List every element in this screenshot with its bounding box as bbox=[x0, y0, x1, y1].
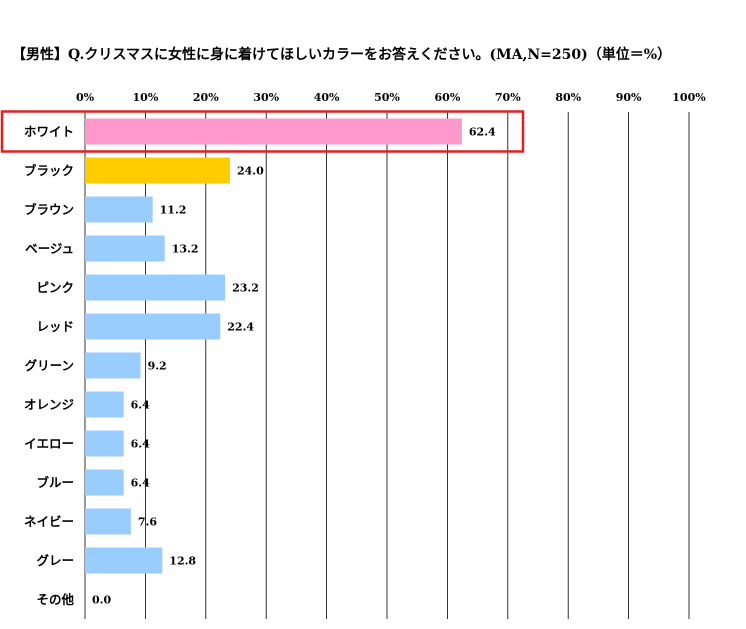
x-tick-label: 70% bbox=[495, 91, 521, 104]
x-tick-label: 100% bbox=[672, 91, 706, 104]
bar-12 bbox=[85, 547, 163, 574]
highlight-box bbox=[0, 110, 525, 153]
data-label: 62.4 bbox=[469, 126, 496, 139]
data-label: 24.0 bbox=[237, 165, 264, 178]
x-tick-label: 90% bbox=[616, 91, 642, 104]
data-label: 13.2 bbox=[172, 243, 199, 256]
chart-title: 【男性】Q.クリスマスに女性に身に着けてほしいカラーをお答えください。(MA,N… bbox=[12, 47, 672, 63]
bar-5 bbox=[85, 274, 226, 301]
bar-3 bbox=[85, 196, 153, 223]
bar-2 bbox=[85, 157, 230, 184]
x-tick-label: 30% bbox=[253, 91, 279, 104]
data-label: 0.0 bbox=[92, 594, 111, 607]
category-label: グレー bbox=[36, 553, 74, 568]
bar-1 bbox=[85, 118, 462, 145]
x-tick-label: 60% bbox=[435, 91, 461, 104]
x-tick-label: 50% bbox=[374, 91, 400, 104]
data-label: 6.4 bbox=[131, 399, 150, 412]
x-tick-label: 20% bbox=[193, 91, 219, 104]
data-label: 6.4 bbox=[131, 477, 150, 490]
data-label: 7.6 bbox=[138, 516, 157, 529]
category-label: オレンジ bbox=[24, 397, 75, 412]
category-label: ピンク bbox=[36, 280, 74, 295]
bar-11 bbox=[85, 508, 131, 535]
x-tick-label: 80% bbox=[555, 91, 581, 104]
data-label: 11.2 bbox=[160, 204, 187, 217]
category-label: グリーン bbox=[25, 358, 74, 373]
x-tick-label: 0% bbox=[76, 91, 95, 104]
category-label: ブラウン bbox=[24, 202, 74, 217]
bar-4 bbox=[85, 235, 165, 262]
bar-8 bbox=[85, 391, 124, 418]
category-label: レッド bbox=[36, 319, 74, 334]
bar-7 bbox=[85, 352, 141, 379]
data-label: 12.8 bbox=[169, 555, 196, 568]
category-label: ベージュ bbox=[25, 241, 74, 256]
x-tick-label: 40% bbox=[314, 91, 340, 104]
category-label: ホワイト bbox=[24, 124, 74, 139]
data-label: 6.4 bbox=[131, 438, 150, 451]
category-label: ブラック bbox=[24, 163, 74, 178]
x-tick-label: 10% bbox=[133, 91, 159, 104]
category-label: イエロー bbox=[24, 436, 74, 451]
data-label: 22.4 bbox=[227, 321, 254, 334]
bar-6 bbox=[85, 313, 221, 340]
category-label: ブルー bbox=[36, 475, 74, 490]
data-label: 23.2 bbox=[232, 282, 259, 295]
category-label: その他 bbox=[36, 592, 74, 607]
bar-10 bbox=[85, 469, 124, 496]
data-label: 9.2 bbox=[148, 360, 167, 373]
bar-9 bbox=[85, 430, 124, 457]
category-label: ネイビー bbox=[24, 514, 74, 529]
